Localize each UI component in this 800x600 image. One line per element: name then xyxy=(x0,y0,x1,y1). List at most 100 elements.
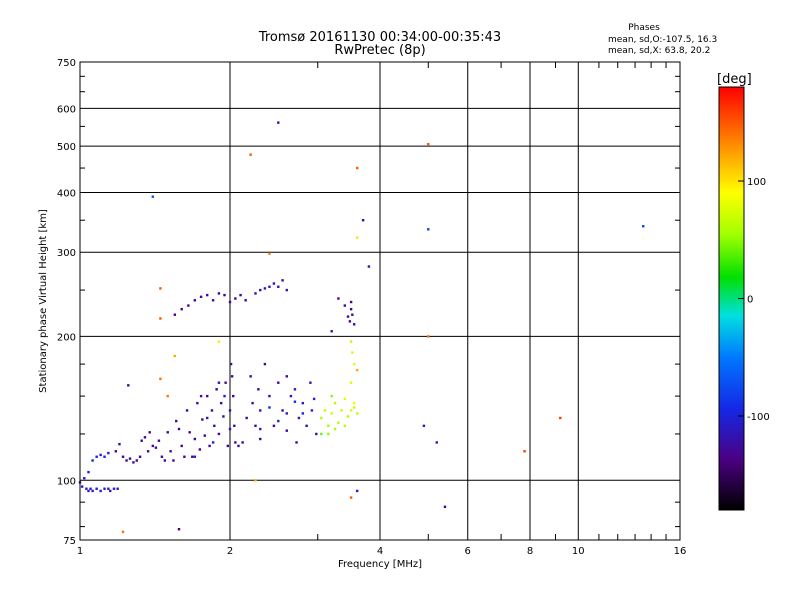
data-point xyxy=(157,439,161,442)
data-point xyxy=(281,409,284,412)
data-point xyxy=(254,479,257,482)
x-tick-label: 4 xyxy=(377,546,383,557)
data-point xyxy=(293,388,297,391)
data-point xyxy=(95,487,98,490)
y-tick-label: 750 xyxy=(57,58,76,69)
data-point xyxy=(259,437,262,441)
data-point xyxy=(343,424,347,428)
y-tick-label: 300 xyxy=(57,248,76,259)
y-tick-label: 100 xyxy=(57,476,76,487)
data-point xyxy=(185,409,189,412)
data-point xyxy=(263,287,267,290)
data-point xyxy=(228,409,232,412)
data-point xyxy=(523,450,526,453)
data-point xyxy=(309,381,312,384)
data-point xyxy=(226,444,230,448)
data-point xyxy=(241,441,244,444)
chart-subtitle: RwPretec (8p) xyxy=(334,43,425,58)
data-point xyxy=(259,427,262,431)
data-point xyxy=(281,279,284,282)
data-point xyxy=(268,252,271,255)
data-point xyxy=(210,409,214,412)
data-point xyxy=(305,424,308,428)
data-point xyxy=(154,446,158,449)
data-point xyxy=(80,485,84,488)
data-point xyxy=(177,427,181,431)
data-point xyxy=(237,444,240,448)
data-point xyxy=(177,528,181,531)
data-point xyxy=(138,455,142,458)
data-point xyxy=(87,489,90,493)
data-point xyxy=(224,381,227,384)
data-point xyxy=(352,323,356,326)
data-point xyxy=(301,412,305,415)
data-point xyxy=(219,401,223,405)
data-point xyxy=(559,416,562,420)
x-tick-label: 2 xyxy=(227,546,233,557)
data-point xyxy=(95,455,98,458)
data-point xyxy=(114,450,118,453)
data-point xyxy=(289,394,293,398)
data-point xyxy=(330,394,333,398)
data-point xyxy=(83,477,86,480)
data-point xyxy=(99,453,102,457)
data-point xyxy=(173,313,177,316)
data-point xyxy=(233,424,236,428)
data-point xyxy=(215,388,218,391)
data-point xyxy=(251,401,254,405)
data-point xyxy=(330,412,333,415)
data-point xyxy=(327,424,330,428)
data-point xyxy=(349,381,353,384)
data-point xyxy=(254,424,257,428)
data-point xyxy=(443,505,447,509)
y-tick-label: 200 xyxy=(57,332,76,343)
data-point xyxy=(352,401,356,405)
data-point xyxy=(297,416,301,420)
data-point xyxy=(201,418,204,421)
data-point xyxy=(103,455,106,458)
data-point xyxy=(193,455,197,458)
data-points xyxy=(78,121,645,534)
stats-title: Phases xyxy=(628,23,660,33)
data-point xyxy=(121,530,125,534)
data-point xyxy=(234,297,237,300)
data-point xyxy=(193,437,197,441)
data-point xyxy=(159,317,162,320)
data-point xyxy=(315,432,318,436)
data-point xyxy=(198,448,202,451)
data-point xyxy=(135,459,138,462)
data-point xyxy=(203,434,206,437)
data-point xyxy=(320,416,323,420)
data-point xyxy=(160,455,164,458)
data-point xyxy=(223,394,226,398)
data-point xyxy=(217,381,221,384)
data-point xyxy=(268,394,271,398)
data-point xyxy=(151,195,155,198)
data-point xyxy=(127,384,130,387)
data-point xyxy=(132,461,135,464)
data-point xyxy=(112,487,116,490)
data-point xyxy=(199,394,203,398)
data-point xyxy=(293,400,297,403)
data-point xyxy=(245,416,248,420)
data-point xyxy=(196,401,199,405)
x-tick-label: 10 xyxy=(572,546,585,557)
data-point xyxy=(199,295,203,299)
data-point xyxy=(217,292,221,295)
data-point xyxy=(211,441,215,444)
data-point xyxy=(159,287,162,290)
data-point xyxy=(228,427,232,431)
data-point xyxy=(183,455,186,458)
data-point xyxy=(175,419,178,423)
data-point xyxy=(352,406,356,409)
data-point xyxy=(330,330,333,333)
data-point xyxy=(249,153,252,156)
data-point xyxy=(172,459,175,462)
data-point xyxy=(121,455,125,458)
data-point xyxy=(140,439,143,442)
stats-x-mode: mean, sd,X: 63.8, 20.2 xyxy=(608,46,710,56)
data-point xyxy=(263,362,267,366)
data-point xyxy=(205,394,209,398)
data-point xyxy=(205,293,209,297)
